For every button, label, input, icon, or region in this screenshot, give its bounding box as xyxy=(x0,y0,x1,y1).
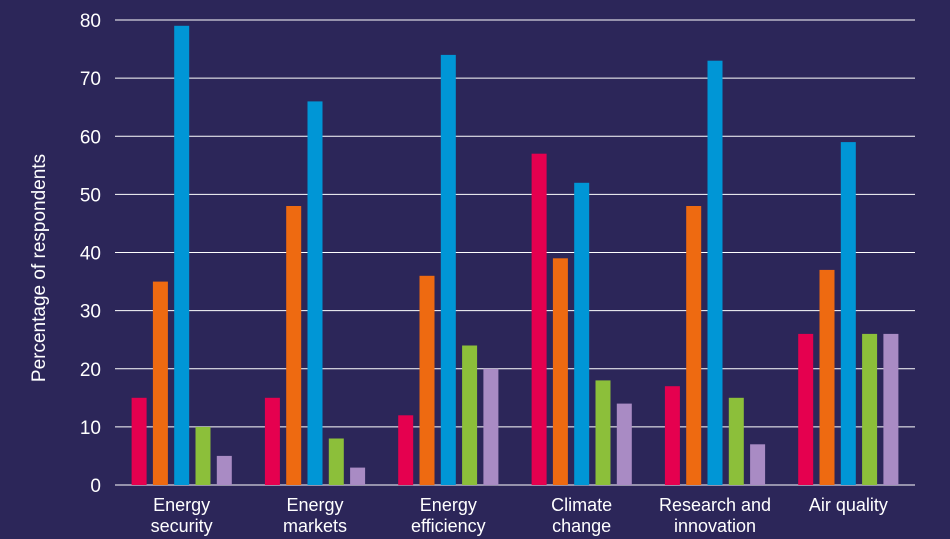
x-category-label-line: Energy xyxy=(286,495,343,515)
bar-category-2-series-5 xyxy=(350,467,366,485)
bar-category-4-series-1 xyxy=(531,153,547,485)
x-category-label: Air quality xyxy=(809,495,888,515)
x-category-label: Energy security xyxy=(151,495,213,536)
bar-category-5-series-2 xyxy=(686,206,702,485)
bars xyxy=(131,25,899,486)
x-category-label: Climate change xyxy=(551,495,612,536)
bar-category-1-series-1 xyxy=(131,397,147,485)
x-category-label-line: innovation xyxy=(674,516,756,536)
y-axis-title: Percentage of respondents xyxy=(29,154,50,382)
bar-category-6-series-1 xyxy=(798,333,814,485)
y-tick-label: 50 xyxy=(80,185,101,206)
y-tick-label: 80 xyxy=(80,11,101,32)
bar-category-2-series-3 xyxy=(307,101,323,486)
bar-category-1-series-5 xyxy=(216,455,232,485)
y-tick-label: 60 xyxy=(80,127,101,148)
x-category-label: Energy efficiency xyxy=(411,495,486,536)
x-category-label-line: Energy xyxy=(153,495,210,515)
bar-category-1-series-2 xyxy=(152,281,168,485)
bar-category-1-series-4 xyxy=(195,426,211,485)
bar-category-5-series-4 xyxy=(728,397,744,485)
bar-category-2-series-4 xyxy=(328,438,344,485)
bar-category-2-series-2 xyxy=(286,206,302,485)
bar-category-2-series-1 xyxy=(264,397,280,485)
x-category-label-line: efficiency xyxy=(411,516,486,536)
x-category-label-line: Air quality xyxy=(809,495,888,515)
y-tick-label: 40 xyxy=(80,244,101,265)
bar-category-3-series-4 xyxy=(462,345,478,485)
y-tick-label: 0 xyxy=(90,476,101,497)
y-tick-label: 20 xyxy=(80,360,101,381)
y-tick-label: 70 xyxy=(80,69,101,90)
bar-category-4-series-2 xyxy=(552,258,568,485)
bar-category-5-series-3 xyxy=(707,60,723,485)
bar-category-4-series-3 xyxy=(574,182,590,486)
bar-category-3-series-5 xyxy=(483,368,499,486)
x-category-label: Energy markets xyxy=(283,495,347,536)
gridlines xyxy=(115,19,915,486)
y-axis-ticks: 0 10 20 30 40 50 60 70 80 xyxy=(80,11,101,497)
bar-category-1-series-3 xyxy=(174,25,190,486)
x-category-label-line: Research and xyxy=(659,495,771,515)
x-category-label: Research and innovation xyxy=(659,495,771,536)
x-category-label-line: change xyxy=(552,516,611,536)
bar-category-6-series-3 xyxy=(840,142,856,485)
x-category-label-line: Climate xyxy=(551,495,612,515)
bar-category-5-series-5 xyxy=(750,444,766,485)
bar-category-5-series-1 xyxy=(664,386,680,485)
y-tick-label: 10 xyxy=(80,418,101,439)
bar-category-6-series-2 xyxy=(819,269,835,485)
bar-category-6-series-5 xyxy=(883,333,899,485)
bar-category-6-series-4 xyxy=(862,333,878,485)
bar-category-3-series-2 xyxy=(419,275,435,486)
bar-category-4-series-5 xyxy=(616,403,632,485)
x-category-label-line: security xyxy=(151,516,213,536)
bar-category-4-series-4 xyxy=(595,380,611,485)
x-category-label-line: markets xyxy=(283,516,347,536)
bar-category-3-series-1 xyxy=(398,415,414,486)
y-tick-label: 30 xyxy=(80,302,101,323)
bar-category-3-series-3 xyxy=(440,54,456,486)
x-category-label-line: Energy xyxy=(420,495,477,515)
